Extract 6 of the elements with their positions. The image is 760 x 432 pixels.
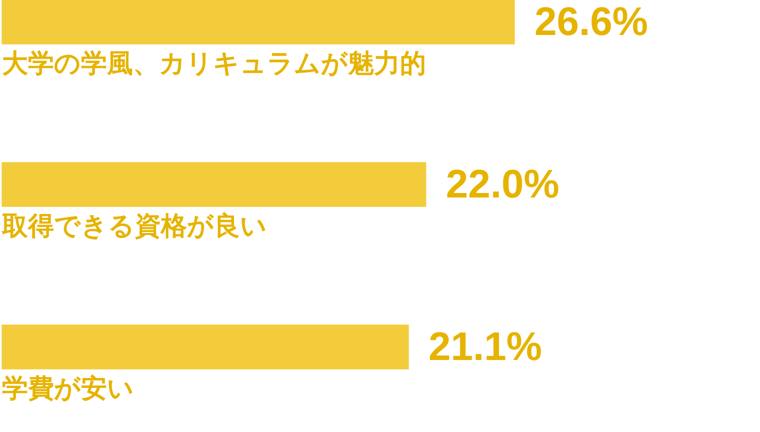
y-tick-label: 取得できる資格が良い (1, 211, 267, 242)
data-label: 22.0% (446, 162, 560, 207)
y-tick-label: 学費が安い (2, 374, 134, 404)
y-tick-label: 大学の学風、カリキュラムが魅力的 (2, 48, 426, 79)
data-label: 26.6% (534, 0, 648, 44)
data-label: 21.1% (428, 325, 542, 370)
